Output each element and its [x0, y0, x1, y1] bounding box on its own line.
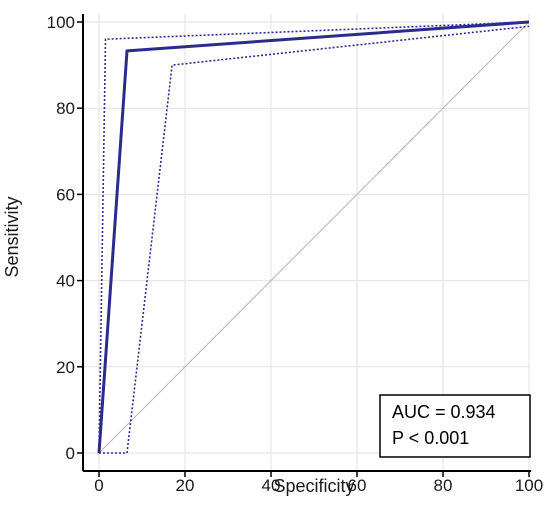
y-tick-label: 0 — [66, 444, 75, 463]
legend-frame — [379, 394, 531, 458]
auc-legend-box: AUC = 0.934 P < 0.001 — [379, 394, 531, 458]
y-tick-label: 40 — [56, 272, 75, 291]
confidence-bound-1 — [98, 21, 530, 454]
x-tick-label: 100 — [515, 476, 543, 495]
y-tick-label: 100 — [47, 13, 75, 32]
x-tick-label: 20 — [176, 476, 195, 495]
auc-label: AUC = 0.934 — [392, 402, 496, 422]
axes — [77, 14, 531, 477]
reference-line — [98, 21, 530, 454]
confidence-bound-2 — [99, 25, 530, 454]
tick-labels: 0 20 40 60 80 100 0 20 40 60 80 100 — [47, 13, 544, 495]
roc-series — [97, 20, 530, 454]
reference-diagonal — [98, 21, 530, 454]
x-tick-label: 0 — [94, 476, 103, 495]
x-tick-label: 40 — [262, 476, 281, 495]
p-value-label: P < 0.001 — [392, 428, 469, 448]
x-tick-label: 60 — [348, 476, 367, 495]
x-axis-title: Specificity — [273, 476, 354, 496]
grid-lines — [83, 14, 530, 471]
y-tick-label: 20 — [56, 358, 75, 377]
roc-curve — [97, 20, 530, 454]
x-tick-label: 80 — [434, 476, 453, 495]
y-tick-label: 80 — [56, 99, 75, 118]
y-axis-title: Sensitivity — [2, 196, 22, 277]
y-tick-label: 60 — [56, 185, 75, 204]
